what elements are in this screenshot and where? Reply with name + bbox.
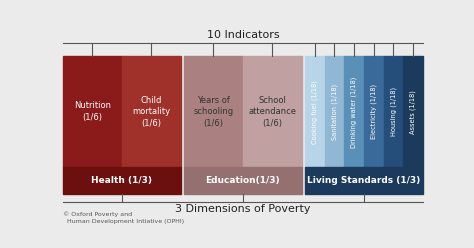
- Bar: [63, 57, 122, 167]
- Bar: [122, 57, 181, 167]
- Text: Years of
schooling
(1/6): Years of schooling (1/6): [193, 95, 234, 128]
- Bar: [325, 57, 344, 167]
- Bar: [364, 57, 383, 167]
- Text: Housing (1/18): Housing (1/18): [390, 87, 397, 136]
- Text: © Oxford Poverty and
  Human Development Intiative (OPHI): © Oxford Poverty and Human Development I…: [63, 211, 184, 224]
- Bar: [383, 57, 403, 167]
- Text: Electricity (1/18): Electricity (1/18): [371, 84, 377, 139]
- Text: 10 Indicators: 10 Indicators: [207, 30, 279, 40]
- Text: Living Standards (1/3): Living Standards (1/3): [307, 176, 420, 185]
- Bar: [344, 57, 364, 167]
- Text: School
attendance
(1/6): School attendance (1/6): [248, 95, 296, 128]
- Bar: [403, 57, 423, 167]
- Text: Cooking fuel (1/18): Cooking fuel (1/18): [311, 80, 318, 144]
- Bar: [305, 57, 325, 167]
- Bar: [63, 167, 181, 194]
- Bar: [184, 167, 302, 194]
- Text: Nutrition
(1/6): Nutrition (1/6): [74, 101, 111, 122]
- Text: Assets (1/18): Assets (1/18): [410, 90, 416, 134]
- Text: 3 Dimensions of Poverty: 3 Dimensions of Poverty: [175, 205, 310, 215]
- Text: Education(1/3): Education(1/3): [206, 176, 280, 185]
- Text: Sanitation (1/18): Sanitation (1/18): [331, 84, 337, 140]
- Bar: [184, 57, 243, 167]
- Bar: [243, 57, 302, 167]
- Bar: [305, 167, 423, 194]
- Text: Health (1/3): Health (1/3): [91, 176, 153, 185]
- Text: Child
mortality
(1/6): Child mortality (1/6): [132, 95, 171, 128]
- Text: Drinking water (1/18): Drinking water (1/18): [351, 76, 357, 148]
